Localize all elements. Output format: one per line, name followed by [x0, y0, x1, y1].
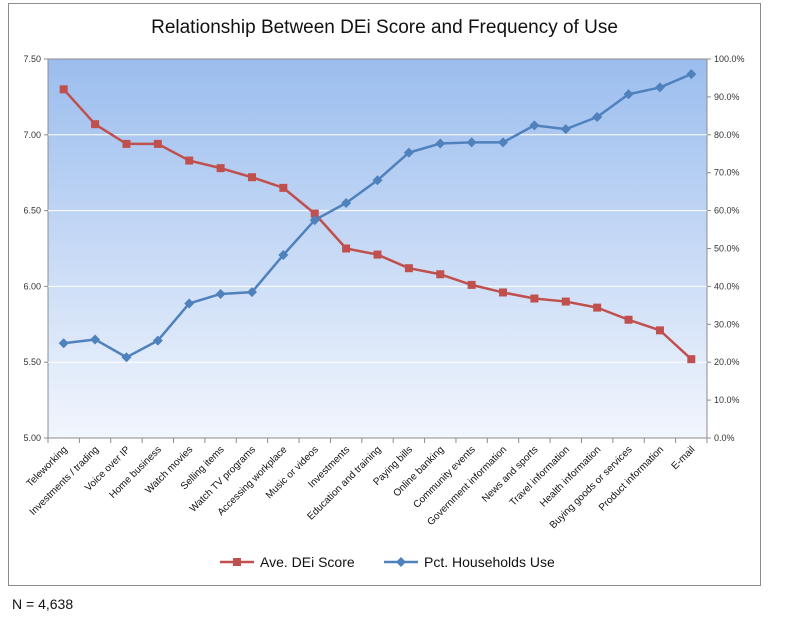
data-point [310, 209, 319, 218]
data-point [593, 303, 602, 312]
data-point [592, 111, 603, 122]
y2-tick-label: 40.0% [714, 281, 740, 291]
y-tick-label: 6.00 [23, 281, 41, 291]
y-tick-label: 7.50 [23, 54, 41, 64]
data-point [404, 264, 413, 273]
data-point [560, 124, 571, 135]
data-point [623, 89, 634, 100]
y-tick-label: 5.00 [23, 433, 41, 443]
y2-tick-label: 50.0% [714, 244, 740, 254]
data-point [122, 139, 131, 148]
legend-label: Ave. DEi Score [260, 554, 355, 570]
legend: Ave. DEi Score Pct. Households Use [220, 554, 555, 570]
data-point [372, 175, 383, 186]
x-tick-label: News and sports [480, 444, 540, 504]
series-1 [59, 85, 696, 364]
data-point [278, 249, 289, 260]
y2-tick-label: 90.0% [714, 92, 740, 102]
y-axis-right: 0.0% 10.0% 20.0% 30.0% 40.0% 50.0% 60.0% 70.0% 8… [707, 54, 745, 443]
y2-tick-label: 0.0% [714, 433, 735, 443]
y2-tick-label: 100.0% [714, 54, 745, 64]
data-point [529, 120, 540, 131]
data-point [309, 215, 320, 226]
y2-tick-label: 80.0% [714, 130, 740, 140]
plot-area [47, 58, 708, 439]
x-tick-label: E-mail [670, 444, 698, 472]
data-point [185, 156, 194, 165]
data-point [342, 244, 351, 253]
y2-tick-label: 30.0% [714, 319, 740, 329]
data-point [436, 270, 445, 279]
data-point [184, 298, 195, 309]
chart-title: Relationship Between DEi Score and Frequ… [151, 17, 618, 38]
data-point [403, 147, 414, 158]
series-2 [58, 69, 697, 363]
data-point [247, 173, 256, 182]
data-point [655, 326, 664, 335]
data-point [498, 137, 509, 148]
data-point [91, 120, 100, 129]
data-point [499, 288, 508, 297]
data-point [624, 315, 633, 324]
data-point [216, 164, 225, 173]
y-tick-label: 7.00 [23, 130, 41, 140]
data-point [246, 287, 257, 298]
data-point [153, 139, 162, 148]
data-point [279, 183, 288, 192]
data-point [530, 294, 539, 303]
legend-marker [233, 558, 241, 566]
data-point [152, 335, 163, 346]
y-axis-left: 5.00 5.50 6.00 6.50 7.00 7.50 [23, 54, 48, 443]
data-point [654, 82, 665, 93]
data-point [341, 198, 352, 209]
legend-item: Pct. Households Use [384, 554, 555, 570]
data-point [467, 280, 476, 289]
gridlines [48, 134, 707, 363]
data-point [686, 69, 697, 80]
data-point [215, 288, 226, 299]
series-layer [58, 69, 697, 364]
footnote: N = 4,638 [12, 596, 74, 612]
data-point [59, 85, 68, 94]
y-tick-label: 6.50 [23, 206, 41, 216]
data-point [466, 137, 477, 148]
data-point [561, 297, 570, 306]
data-point [121, 352, 132, 363]
y2-tick-label: 20.0% [714, 357, 740, 367]
data-point [58, 338, 69, 349]
y2-tick-label: 60.0% [714, 206, 740, 216]
y2-tick-label: 10.0% [714, 395, 740, 405]
data-point [687, 355, 696, 364]
data-point [373, 250, 382, 259]
legend-label: Pct. Households Use [424, 554, 555, 570]
legend-item: Ave. DEi Score [220, 554, 355, 570]
y2-tick-label: 70.0% [714, 168, 740, 178]
y-tick-label: 5.50 [23, 357, 41, 367]
data-point [90, 334, 101, 345]
data-point [435, 138, 446, 149]
legend-marker [396, 557, 406, 567]
